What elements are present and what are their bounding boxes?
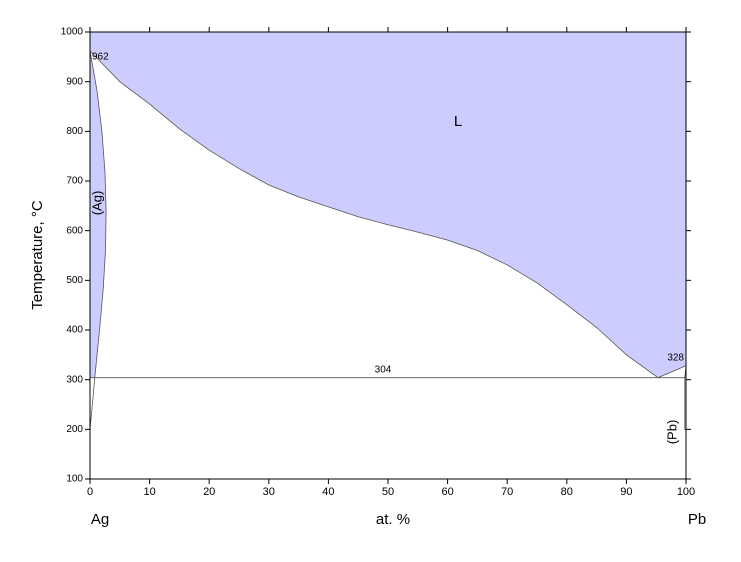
temperature-label: 962: [92, 52, 109, 63]
phase-boundary: [89, 377, 96, 430]
temperature-label: 304: [375, 364, 392, 375]
x-tick-label: 0: [87, 486, 93, 498]
y-tick-label: 200: [66, 424, 83, 435]
x-axis-label: at. %: [376, 511, 410, 528]
phase-label: (Pb): [664, 420, 679, 445]
y-tick-label: 700: [66, 176, 83, 187]
y-tick-label: 100: [66, 474, 83, 485]
x-tick-label: 70: [501, 486, 513, 498]
x-tick-label: 40: [322, 486, 334, 498]
temperature-label: 328: [667, 352, 684, 363]
y-tick-label: 400: [66, 325, 83, 336]
x-tick-label: 30: [263, 486, 275, 498]
phase-region: [89, 50, 107, 379]
phase-label: (Ag): [89, 191, 104, 216]
component-right: Pb: [688, 511, 706, 528]
x-tick-label: 80: [561, 486, 573, 498]
y-tick-label: 1000: [61, 27, 84, 38]
x-tick-label: 90: [620, 486, 632, 498]
y-tick-label: 900: [66, 76, 83, 87]
phase-region: [89, 31, 687, 379]
y-axis-label: Temperature, °C: [29, 200, 46, 310]
x-tick-label: 100: [677, 486, 695, 498]
y-tick-label: 800: [66, 126, 83, 137]
x-tick-label: 60: [441, 486, 453, 498]
phase-label: L: [454, 113, 462, 130]
y-tick-label: 300: [66, 374, 83, 385]
x-tick-label: 50: [382, 486, 394, 498]
component-left: Ag: [91, 511, 109, 528]
y-tick-label: 600: [66, 225, 83, 236]
x-tick-label: 20: [203, 486, 215, 498]
y-tick-label: 500: [66, 275, 83, 286]
x-tick-label: 10: [143, 486, 155, 498]
